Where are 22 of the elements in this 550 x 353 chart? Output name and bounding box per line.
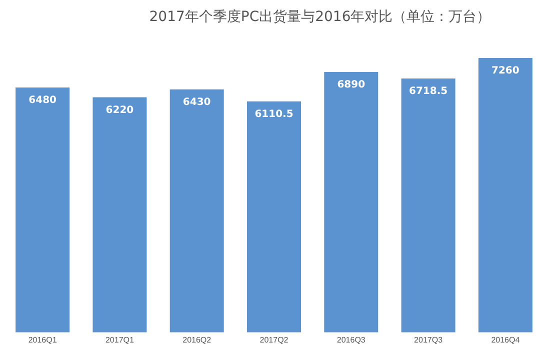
- bar: [92, 97, 147, 332]
- x-tick-label: 2016Q3: [336, 335, 366, 344]
- chart-title: 2017年个季度PC出货量与2016年对比（单位：万台）: [148, 8, 492, 26]
- bar: [170, 89, 224, 332]
- data-label: 6890: [337, 80, 366, 91]
- bar: [16, 87, 70, 332]
- x-tick-label: 2016Q4: [491, 335, 520, 344]
- x-tick-label: 2017Q3: [414, 335, 444, 344]
- x-tick-label: 2017Q2: [260, 335, 289, 344]
- bar: [478, 58, 532, 332]
- data-label: 6220: [106, 104, 134, 116]
- bar: [324, 72, 378, 332]
- x-tick-label: 2016Q2: [182, 335, 212, 344]
- bar: [401, 78, 456, 332]
- data-label: 6110.5: [254, 109, 294, 120]
- x-tick-label: 2017Q1: [105, 335, 134, 344]
- bar: [247, 101, 301, 332]
- data-label: 6718.5: [408, 86, 448, 98]
- data-label: 6430: [182, 96, 211, 108]
- x-tick-label: 2016Q1: [28, 335, 58, 344]
- data-label: 6480: [28, 95, 57, 106]
- data-label: 7260: [492, 66, 520, 77]
